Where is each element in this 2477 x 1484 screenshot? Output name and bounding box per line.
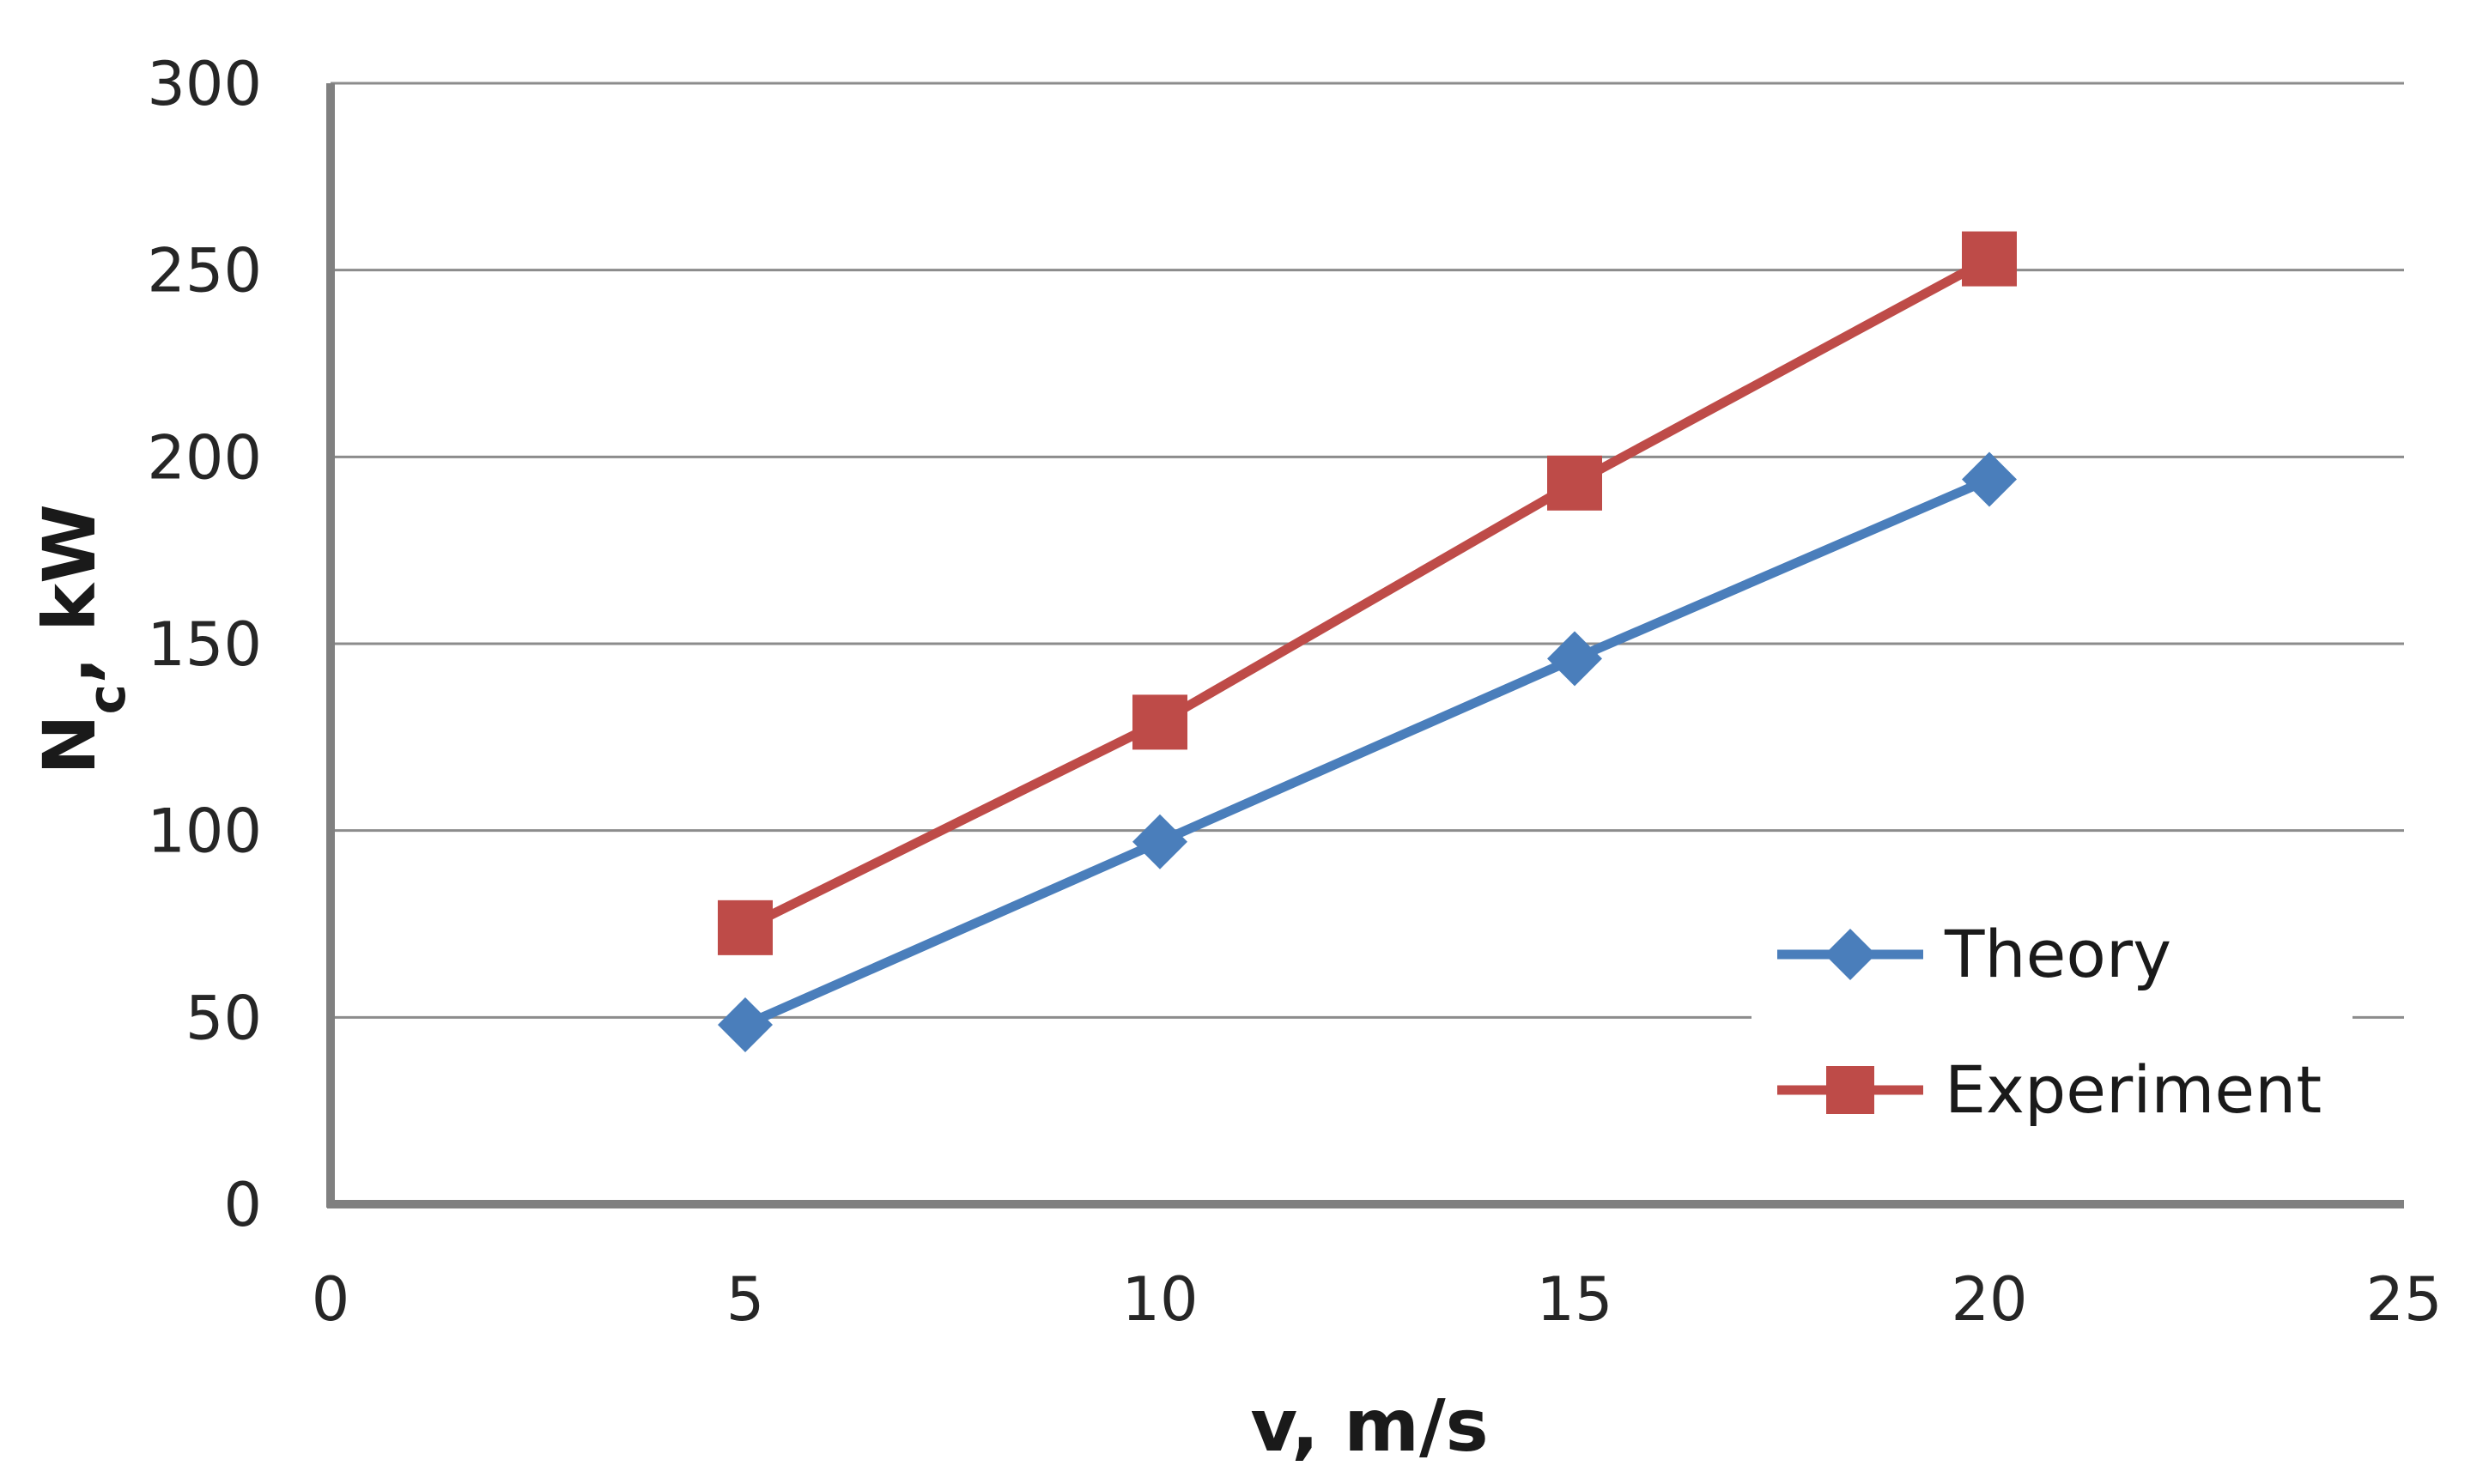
y-tick-label: 100 [147, 797, 262, 867]
legend-label-experiment: Experiment [1945, 1051, 2322, 1128]
marker-theory [718, 997, 773, 1053]
marker-theory [1132, 814, 1187, 869]
marker-experiment [1132, 694, 1187, 750]
series-line-theory [743, 475, 1992, 1030]
legend-marker-theory [1824, 929, 1876, 980]
marker-experiment [1962, 231, 2017, 287]
x-axis-title: v, m/s [1250, 1384, 1488, 1468]
marker-theory [1962, 451, 2017, 507]
y-tick-label: 150 [147, 609, 262, 680]
x-tick-label: 0 [312, 1264, 350, 1335]
gridlines [331, 82, 2404, 1019]
marker-theory [1547, 631, 1602, 687]
y-tick-label: 200 [147, 422, 262, 493]
y-axis-title: Nc, kW [27, 504, 137, 775]
x-tick-label: 15 [1536, 1264, 1612, 1335]
y-tick-label: 50 [185, 983, 262, 1053]
series-line-experiment [743, 254, 1992, 932]
x-tick-label: 5 [726, 1264, 765, 1335]
legend-label-theory: Theory [1944, 916, 2171, 992]
axes [326, 83, 2404, 1208]
marker-experiment [1547, 455, 1602, 511]
y-tick-label: 0 [223, 1170, 262, 1240]
y-tick-label: 300 [147, 49, 262, 119]
x-tick-label: 10 [1121, 1264, 1198, 1335]
y-axis-title-rest: , kW [27, 504, 112, 684]
legend: Theory Experiment [1752, 910, 2353, 1159]
x-tick-label: 20 [1951, 1264, 2027, 1335]
series [718, 231, 2017, 1053]
marker-experiment [718, 899, 773, 955]
y-tick-label: 250 [147, 236, 262, 306]
tick-labels: 0 50 100 150 200 250 300 0 5 10 15 20 25 [147, 49, 2442, 1335]
y-axis-title-main: N [27, 714, 112, 774]
y-axis-title-sub: c [77, 684, 137, 715]
x-tick-label: 25 [2365, 1264, 2442, 1335]
legend-marker-experiment [1826, 1066, 1874, 1114]
